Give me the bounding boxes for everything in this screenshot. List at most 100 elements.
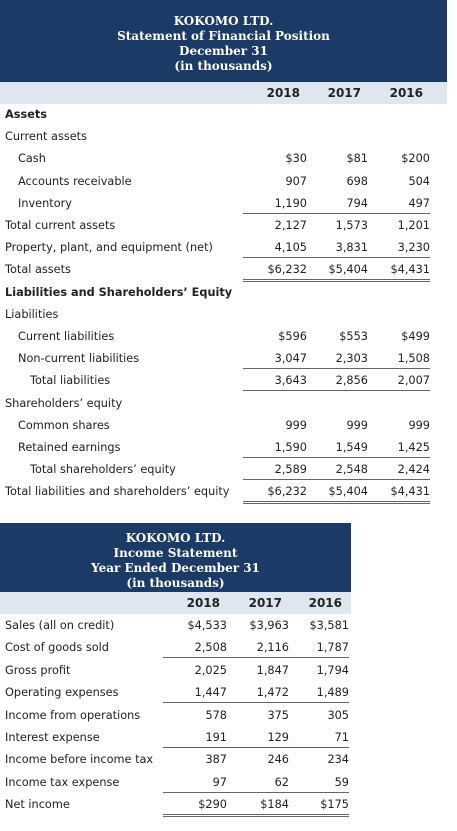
statement-date: December 31 (179, 44, 268, 58)
row-label: Income from operations (5, 708, 141, 722)
value-cell: 1,201 (397, 219, 430, 232)
table-row: Common shares 999 999 999 (0, 415, 447, 437)
row-label: Property, plant, and equipment (net) (5, 241, 213, 255)
value-cell: $4,533 (187, 619, 227, 632)
value-cell: $596 (278, 330, 307, 343)
table-row: Current liabilities $596 $553 $499 (0, 326, 447, 348)
value-cell: 999 (285, 418, 307, 432)
value-cell: $5,404 (304, 261, 368, 283)
value-cell: 698 (346, 174, 368, 188)
value-cell: 246 (267, 753, 289, 767)
value-cell: 1,447 (163, 684, 227, 704)
row-label: Liabilities (5, 307, 59, 321)
value-cell: 3,643 (243, 372, 307, 392)
row-label: Accounts receivable (18, 174, 132, 188)
value-cell: 504 (408, 174, 430, 188)
row-label: Current liabilities (18, 330, 115, 343)
table-row: Sales (all on credit) $4,533 $3,963 $3,581 (0, 615, 351, 637)
table-row: Total shareholders’ equity 2,589 2,548 2,42… (0, 459, 447, 481)
value-cell: 1,190 (243, 195, 307, 214)
row-label: Operating expenses (5, 686, 119, 700)
row-label: Total assets (5, 263, 71, 277)
row-label: Interest expense (5, 731, 100, 744)
row-label: Cost of goods sold (5, 641, 109, 655)
table-row: Total assets $6,232 $5,404 $4,431 (0, 259, 447, 283)
value-cell: 1,508 (366, 350, 430, 370)
value-cell: 375 (267, 708, 289, 722)
value-cell: 2,116 (225, 639, 289, 659)
value-cell: $6,232 (243, 261, 307, 283)
row-label: Total current assets (5, 219, 116, 232)
table-row: Operating expenses 1,447 1,472 1,489 (0, 682, 351, 704)
value-cell: $553 (339, 330, 368, 343)
row-label: Sales (all on credit) (5, 619, 115, 632)
value-cell: $200 (401, 152, 430, 166)
statement-title: Income Statement (113, 546, 238, 560)
row-label: Liabilities and Shareholders’ Equity (5, 285, 233, 299)
table-row: Property, plant, and equipment (net) 4,10… (0, 237, 447, 259)
income-statement-header: KOKOMO LTD. Income Statement Year Ended … (0, 523, 351, 592)
value-cell: $30 (285, 152, 307, 166)
value-cell: 1,787 (285, 639, 349, 659)
value-cell: 907 (285, 174, 307, 188)
table-row: Current assets (0, 126, 447, 148)
value-cell: $175 (285, 796, 349, 818)
value-cell: 59 (285, 774, 349, 793)
table-row: Total liabilities 3,643 2,856 2,007 (0, 370, 447, 392)
row-label: Total liabilities and shareholders’ equi… (5, 485, 230, 499)
table-row: Retained earnings 1,590 1,549 1,425 (0, 437, 447, 459)
table-row: Total current assets 2,127 1,573 1,201 (0, 215, 447, 237)
value-cell: 191 (163, 729, 227, 748)
row-label: Non-current liabilities (18, 352, 140, 366)
row-label: Retained earnings (18, 441, 121, 454)
row-label: Assets (5, 108, 47, 121)
table-row: Assets (0, 104, 447, 126)
value-cell: 1,549 (304, 439, 368, 458)
row-label: Common shares (18, 418, 110, 432)
table-row: Cash $30 $81 $200 (0, 148, 447, 170)
value-cell: 2,007 (366, 372, 430, 392)
table-row: Gross profit 2,025 1,847 1,794 (0, 660, 351, 682)
value-cell: 71 (285, 729, 349, 748)
value-cell: 2,548 (304, 461, 368, 481)
value-cell: $4,431 (366, 483, 430, 505)
value-cell: 1,489 (285, 684, 349, 704)
value-cell: $4,431 (366, 261, 430, 283)
value-cell: 999 (408, 418, 430, 432)
value-cell: 999 (346, 418, 368, 432)
value-cell: 794 (304, 195, 368, 214)
row-label: Income tax expense (5, 775, 120, 789)
statement-period: Year Ended December 31 (91, 561, 260, 575)
year-2017: 2017 (327, 86, 361, 100)
value-cell: $184 (225, 796, 289, 818)
income-statement-year-header: 2018 2017 2016 (0, 592, 351, 614)
value-cell: 497 (366, 195, 430, 214)
value-cell: 1,472 (225, 684, 289, 704)
year-2016: 2016 (308, 596, 342, 610)
value-cell: 234 (327, 753, 349, 767)
value-cell: 2,127 (274, 219, 307, 232)
value-cell: 2,589 (243, 461, 307, 481)
value-cell: 1,425 (366, 439, 430, 458)
table-row: Income tax expense 97 62 59 (0, 772, 351, 794)
value-cell: 1,794 (316, 663, 349, 677)
statement-title: Statement of Financial Position (117, 29, 330, 43)
value-cell: 97 (163, 774, 227, 793)
row-label: Inventory (18, 196, 72, 210)
row-label: Income before income tax (5, 753, 154, 767)
value-cell: 3,047 (243, 350, 307, 370)
value-cell: 1,573 (335, 219, 368, 232)
value-cell: $5,404 (304, 483, 368, 505)
value-cell: 3,230 (366, 239, 430, 259)
row-label: Gross profit (5, 663, 71, 677)
table-row: Inventory 1,190 794 497 (0, 193, 447, 215)
value-cell: 2,424 (366, 461, 430, 481)
value-cell: 4,105 (243, 239, 307, 259)
table-row: Total liabilities and shareholders’ equi… (0, 481, 447, 505)
table-row: Liabilities (0, 304, 447, 326)
value-cell: 2,856 (304, 372, 368, 392)
value-cell: 2,025 (194, 663, 227, 677)
statement-units: (in thousands) (126, 576, 225, 590)
table-row: Income from operations 578 375 305 (0, 705, 351, 727)
balance-sheet-year-header: 2018 2017 2016 (0, 82, 447, 104)
